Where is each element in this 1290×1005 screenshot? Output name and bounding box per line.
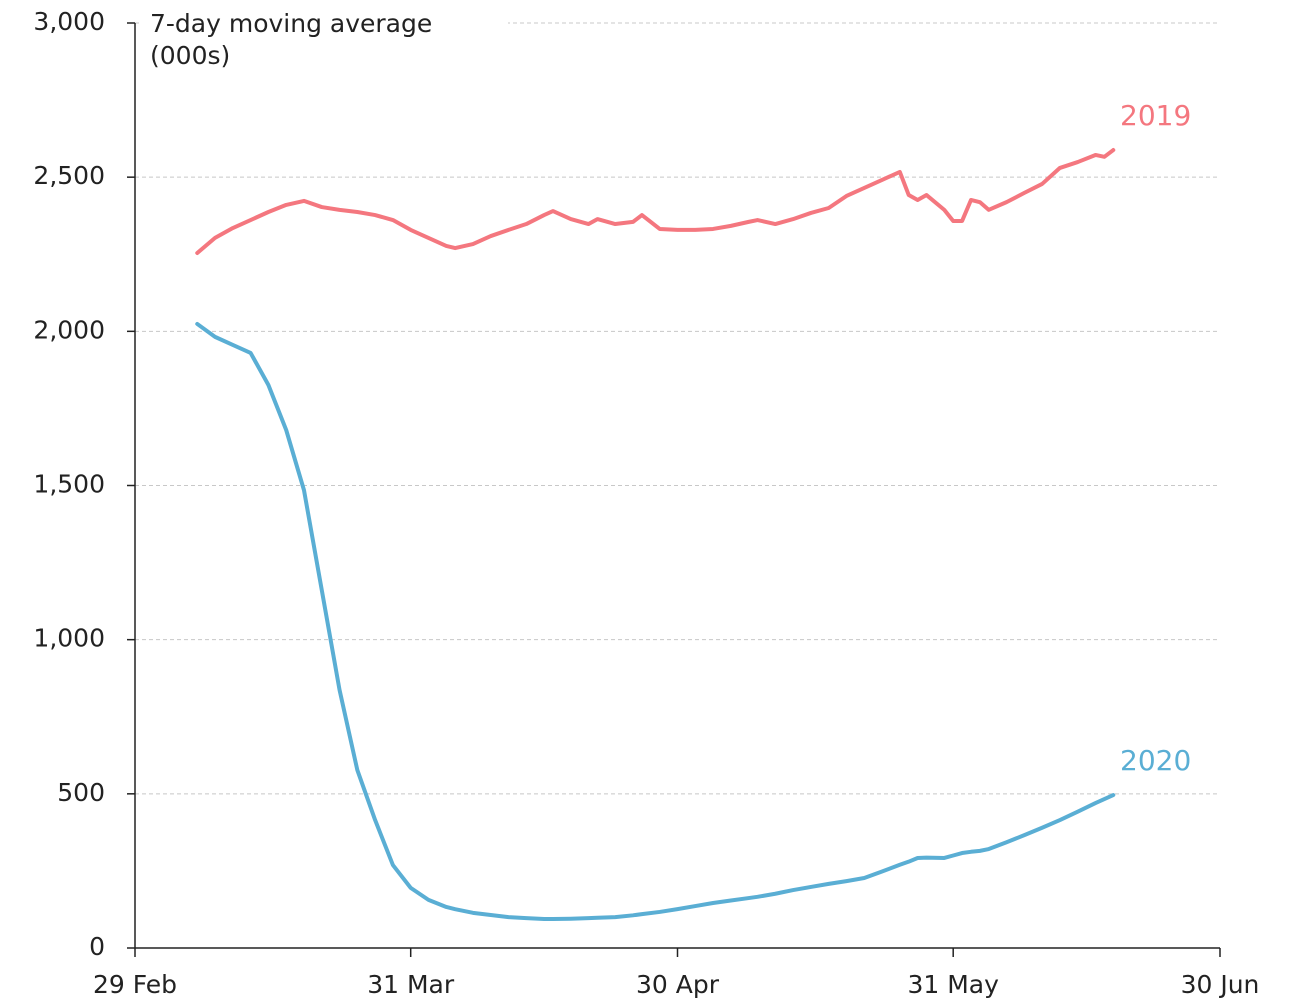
y-tick-label: 1,500 xyxy=(33,470,105,499)
series-line xyxy=(195,321,1116,922)
series-label: 2020 xyxy=(1120,744,1191,777)
x-tick-label: 30 Apr xyxy=(636,970,720,999)
x-tick-label: 30 Jun xyxy=(1181,970,1260,999)
x-tick-label: 31 Mar xyxy=(367,970,455,999)
y-tick-label: 3,000 xyxy=(33,7,105,36)
y-tick-label: 2,000 xyxy=(33,315,105,344)
y-tick-label: 500 xyxy=(57,778,105,807)
series-label: 2019 xyxy=(1120,99,1191,132)
x-tick-label: 29 Feb xyxy=(93,970,177,999)
y-tick-label: 1,000 xyxy=(33,624,105,653)
series-line xyxy=(195,148,1116,256)
y-tick-label: 0 xyxy=(89,932,105,961)
x-tick-label: 31 May xyxy=(907,970,999,999)
y-tick-label: 2,500 xyxy=(33,161,105,190)
y-axis-label: 7-day moving average (000s) xyxy=(142,8,508,72)
